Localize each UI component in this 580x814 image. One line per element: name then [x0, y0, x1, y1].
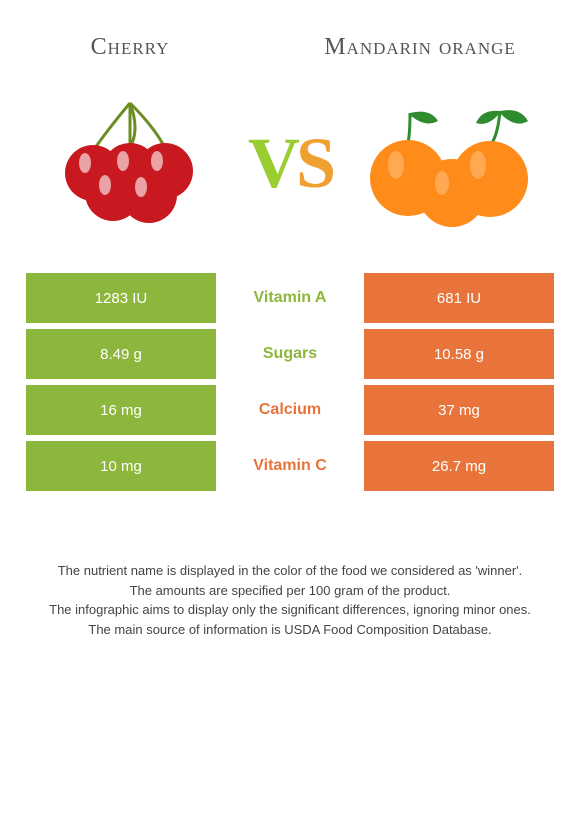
right-value-cell: 681 IU — [364, 273, 554, 323]
cherry-icon — [45, 93, 215, 233]
mandarin-image — [360, 93, 540, 233]
vs-v-letter: V — [248, 123, 296, 203]
images-row: VS — [0, 93, 580, 233]
footnote-line: The infographic aims to display only the… — [40, 600, 540, 620]
table-row: 8.49 g Sugars 10.58 g — [26, 329, 554, 379]
right-value-cell: 10.58 g — [364, 329, 554, 379]
right-food-title: Mandarin orange — [260, 32, 580, 63]
table-row: 16 mg Calcium 37 mg — [26, 385, 554, 435]
headings-row: Cherry Mandarin orange — [0, 0, 580, 63]
left-value-cell: 8.49 g — [26, 329, 216, 379]
vs-label: VS — [220, 122, 360, 205]
nutrient-cell: Vitamin C — [216, 441, 364, 491]
footnotes: The nutrient name is displayed in the co… — [0, 561, 580, 639]
left-food-title: Cherry — [0, 32, 260, 63]
mandarin-icon — [360, 93, 540, 233]
footnote-line: The nutrient name is displayed in the co… — [40, 561, 540, 581]
cherry-image — [40, 93, 220, 233]
nutrient-cell: Sugars — [216, 329, 364, 379]
nutrient-cell: Calcium — [216, 385, 364, 435]
left-value-cell: 10 mg — [26, 441, 216, 491]
footnote-line: The amounts are specified per 100 gram o… — [40, 581, 540, 601]
footnote-line: The main source of information is USDA F… — [40, 620, 540, 640]
table-row: 1283 IU Vitamin A 681 IU — [26, 273, 554, 323]
left-value-cell: 16 mg — [26, 385, 216, 435]
left-value-cell: 1283 IU — [26, 273, 216, 323]
table-row: 10 mg Vitamin C 26.7 mg — [26, 441, 554, 491]
right-value-cell: 37 mg — [364, 385, 554, 435]
vs-s-letter: S — [296, 123, 332, 203]
right-value-cell: 26.7 mg — [364, 441, 554, 491]
nutrient-cell: Vitamin A — [216, 273, 364, 323]
comparison-table: 1283 IU Vitamin A 681 IU 8.49 g Sugars 1… — [26, 273, 554, 491]
